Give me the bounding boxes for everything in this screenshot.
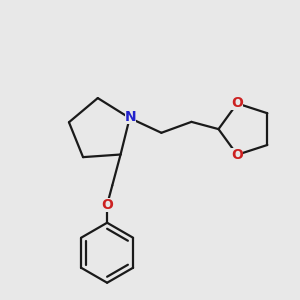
- Text: O: O: [101, 198, 113, 212]
- Text: N: N: [125, 110, 136, 124]
- Text: O: O: [231, 148, 243, 162]
- Text: O: O: [231, 96, 243, 110]
